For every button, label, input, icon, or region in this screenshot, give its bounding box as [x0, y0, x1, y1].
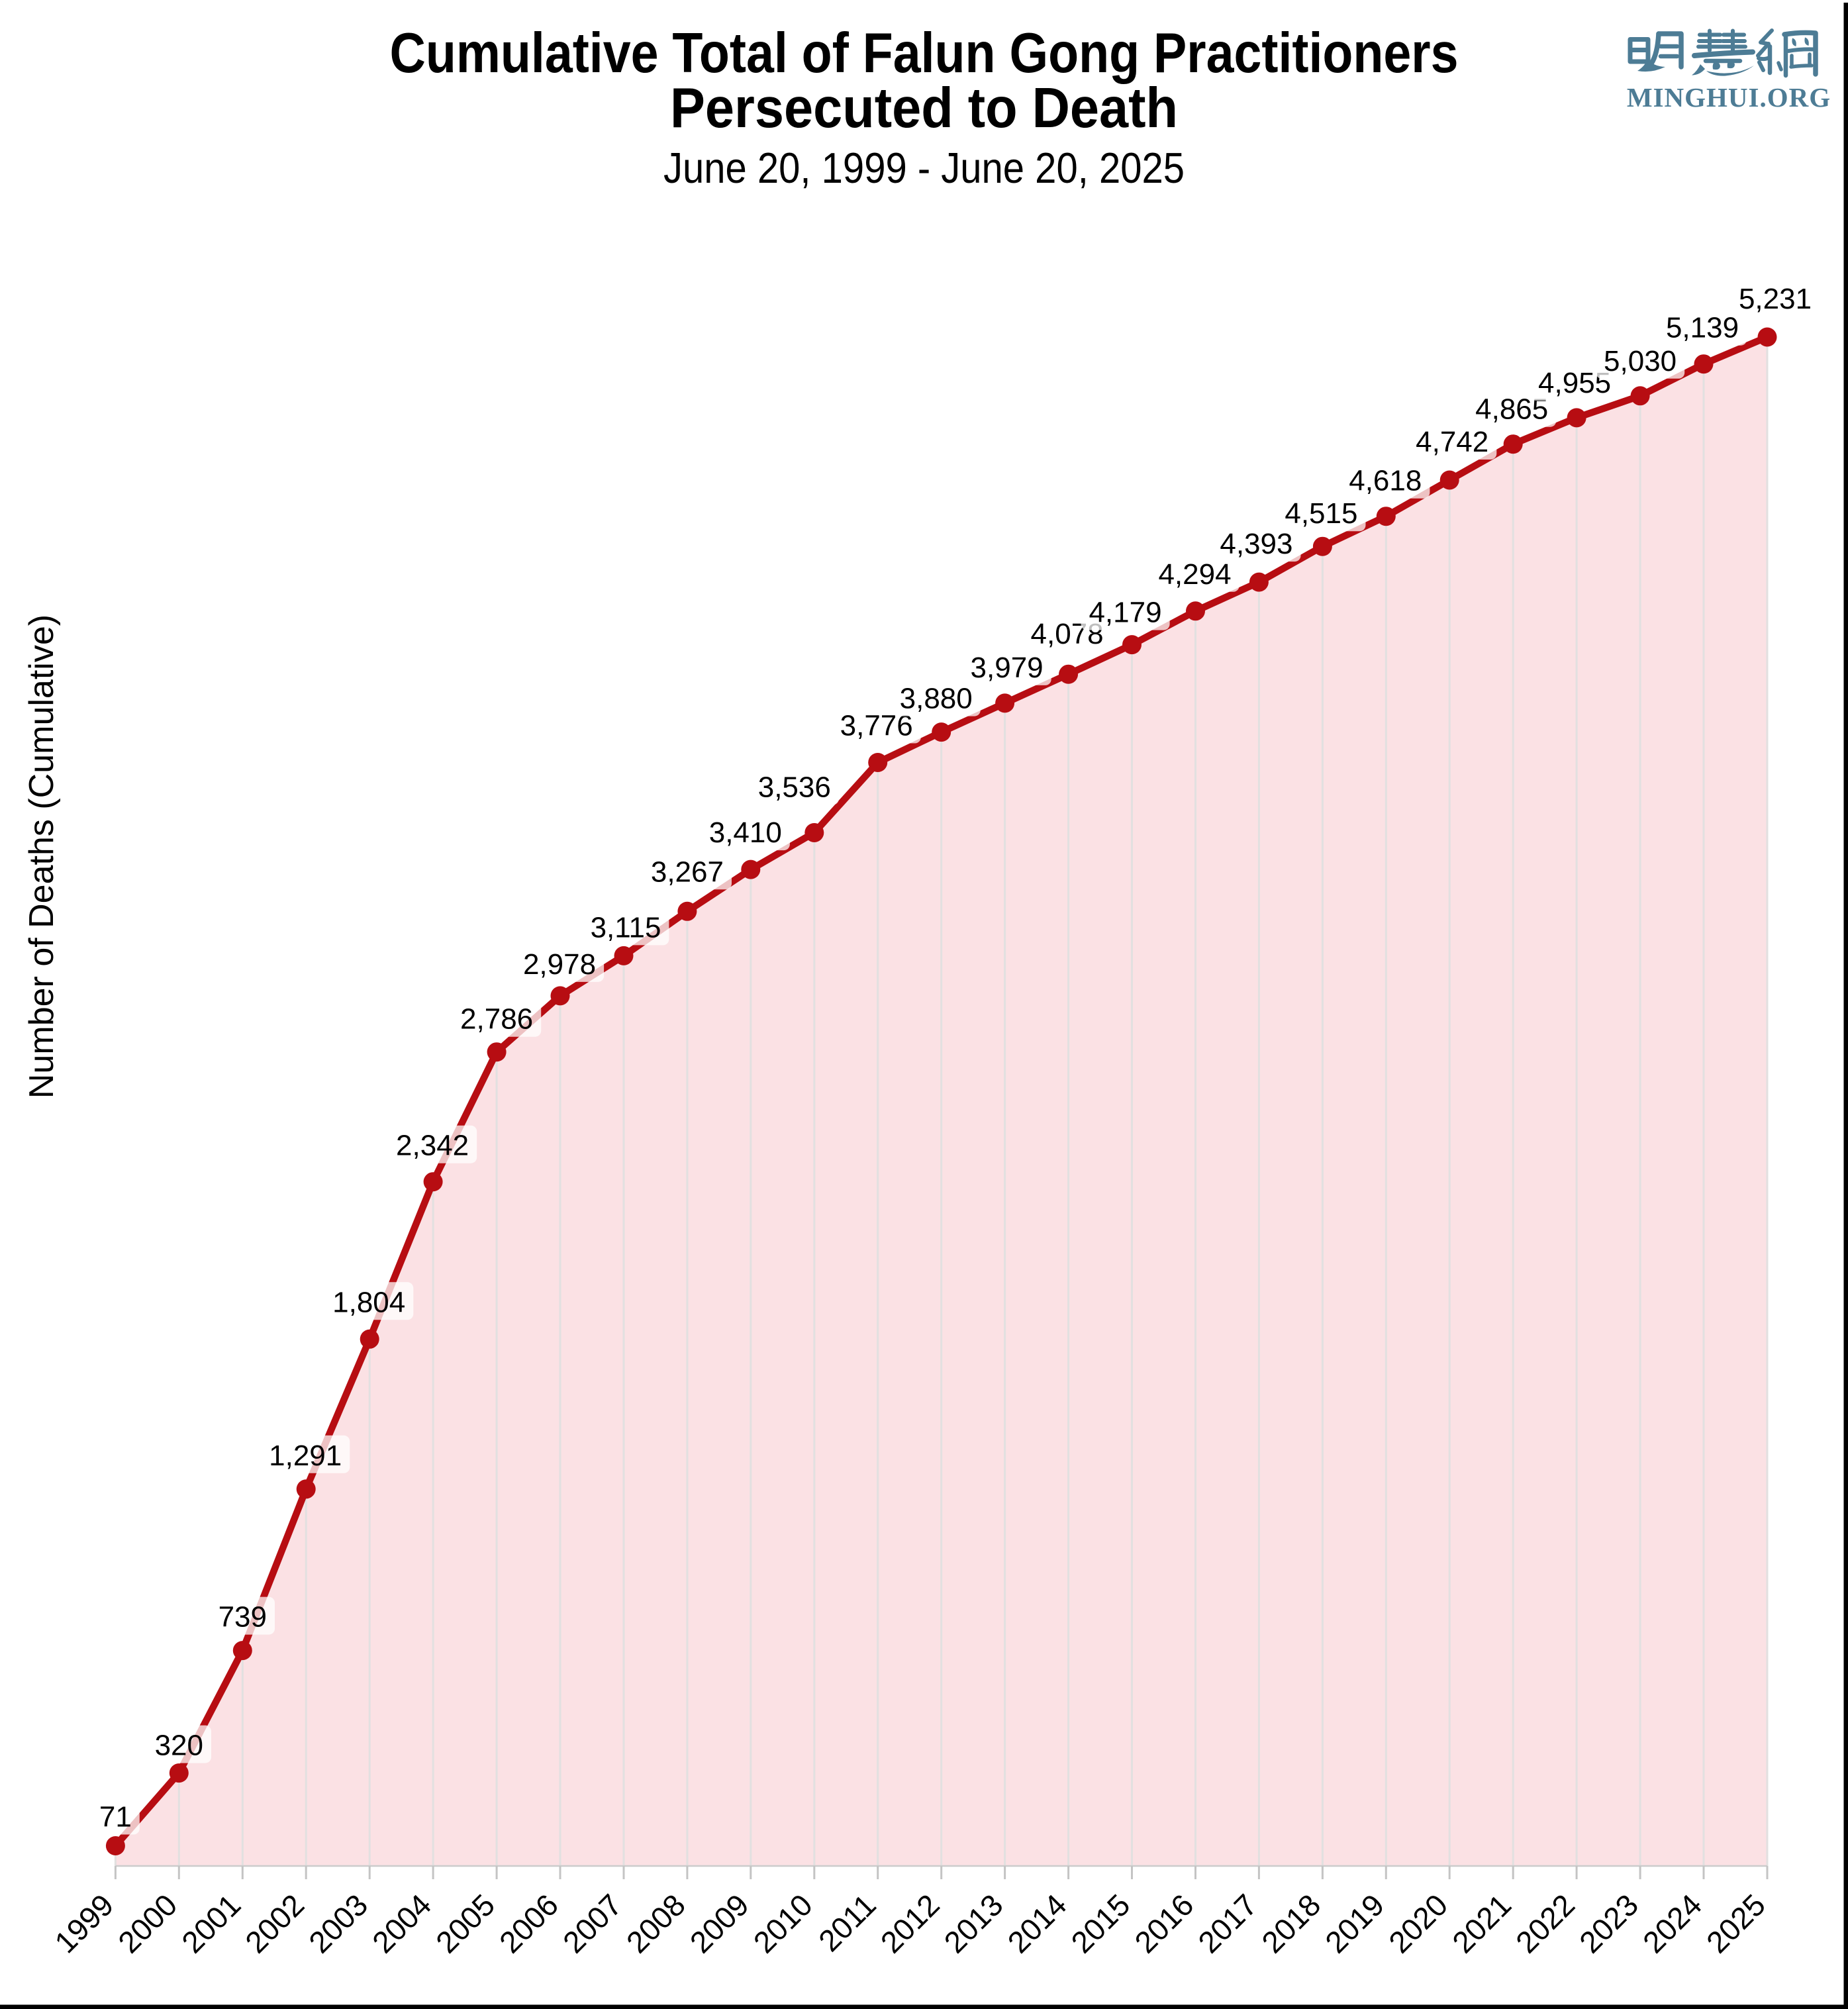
svg-text:June 20, 1999 - June 20, 2025: June 20, 1999 - June 20, 2025: [663, 144, 1185, 192]
svg-text:5,139: 5,139: [1666, 312, 1739, 344]
svg-text:MINGHUI.ORG: MINGHUI.ORG: [1627, 82, 1831, 113]
svg-text:Cumulative Total of Falun Gong: Cumulative Total of Falun Gong Practitio…: [390, 22, 1459, 85]
svg-text:71: 71: [99, 1801, 132, 1834]
svg-text:320: 320: [155, 1730, 203, 1762]
svg-text:4,742: 4,742: [1416, 426, 1488, 458]
svg-text:5,030: 5,030: [1604, 345, 1677, 377]
svg-text:5,231: 5,231: [1739, 283, 1812, 315]
svg-text:Persecuted to Death: Persecuted to Death: [670, 77, 1178, 140]
svg-text:2,342: 2,342: [396, 1130, 469, 1162]
svg-text:4,618: 4,618: [1349, 465, 1422, 497]
svg-text:2,786: 2,786: [460, 1003, 533, 1036]
svg-text:3,979: 3,979: [971, 652, 1044, 684]
svg-text:4,515: 4,515: [1285, 497, 1357, 530]
svg-text:3,267: 3,267: [651, 856, 724, 888]
svg-text:2,978: 2,978: [523, 948, 596, 981]
svg-text:1,804: 1,804: [332, 1286, 405, 1318]
svg-text:3,536: 3,536: [758, 771, 831, 804]
svg-text:4,393: 4,393: [1220, 528, 1292, 560]
svg-text:3,880: 3,880: [900, 683, 973, 715]
svg-text:739: 739: [219, 1601, 267, 1634]
svg-text:1,291: 1,291: [269, 1440, 342, 1472]
svg-text:Number of Deaths (Cumulative): Number of Deaths (Cumulative): [23, 614, 61, 1099]
svg-text:3,115: 3,115: [591, 911, 661, 944]
svg-text:4,294: 4,294: [1158, 558, 1231, 591]
svg-text:3,410: 3,410: [709, 816, 782, 849]
svg-text:4,179: 4,179: [1089, 597, 1161, 629]
